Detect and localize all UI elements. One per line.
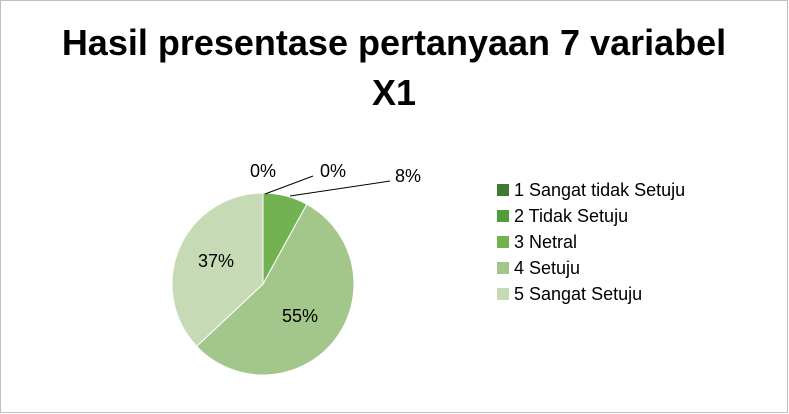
data-label: 0% bbox=[320, 161, 346, 181]
legend-label: 5 Sangat Setuju bbox=[514, 284, 642, 304]
legend-swatch bbox=[497, 210, 509, 222]
legend-label: 1 Sangat tidak Setuju bbox=[514, 180, 685, 200]
legend-label: 2 Tidak Setuju bbox=[514, 206, 628, 226]
legend-swatch bbox=[497, 236, 509, 248]
data-label: 55% bbox=[282, 306, 318, 326]
data-label: 8% bbox=[395, 166, 421, 186]
legend-swatch bbox=[497, 288, 509, 300]
data-label: 0% bbox=[250, 161, 276, 181]
pie-slice bbox=[195, 203, 355, 376]
leader-line bbox=[289, 180, 391, 197]
legend-swatch bbox=[497, 262, 509, 274]
data-label: 37% bbox=[198, 251, 234, 271]
chart-title: Hasil presentase pertanyaan 7 variabel X… bbox=[61, 22, 727, 113]
leader-line bbox=[264, 175, 314, 195]
legend-label: 4 Setuju bbox=[514, 258, 580, 278]
legend-label: 3 Netral bbox=[514, 232, 577, 252]
pie-slice bbox=[171, 192, 264, 348]
legend-swatch bbox=[497, 184, 509, 196]
